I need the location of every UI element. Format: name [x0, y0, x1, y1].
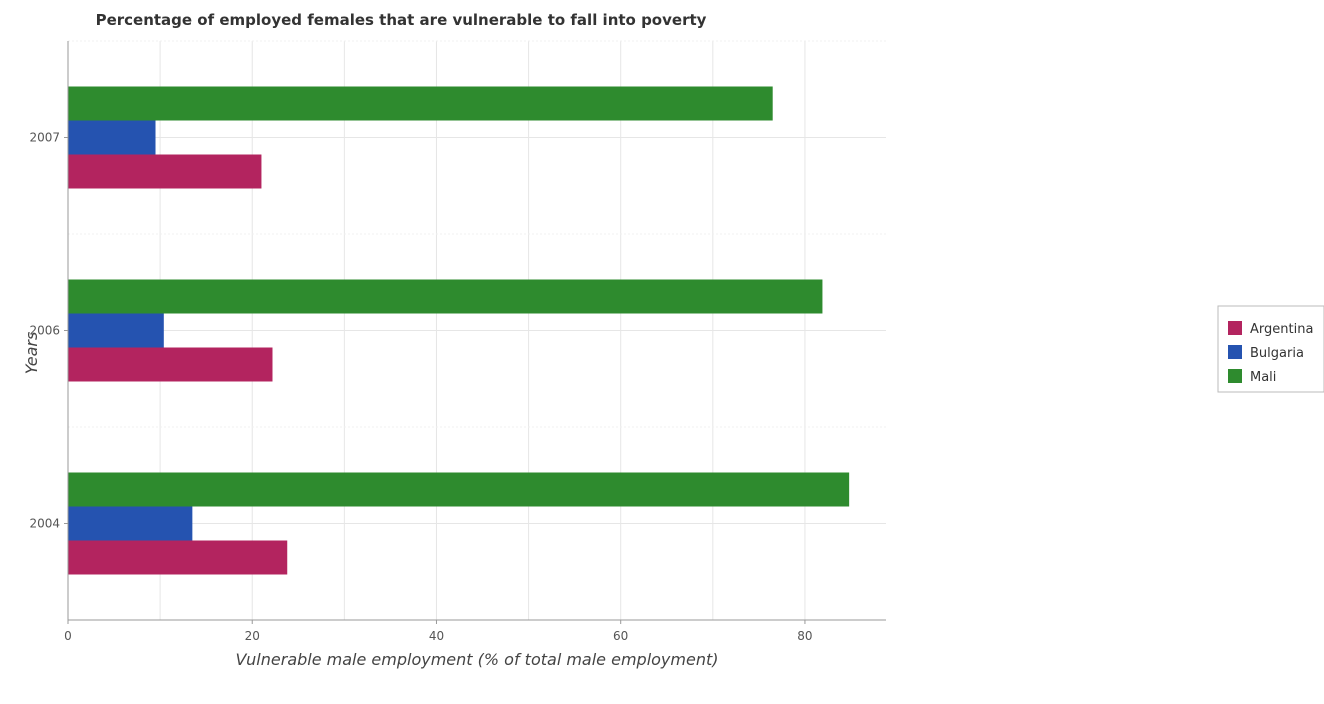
x-tick-label: 80 — [797, 629, 812, 643]
bar-bulgaria-2004 — [68, 506, 193, 541]
legend-swatch-argentina — [1228, 321, 1242, 335]
legend-label-mali: Mali — [1250, 370, 1276, 385]
axes: 0 20 40 60 80 2004 2006 2007 — [29, 41, 886, 643]
x-tick-label: 0 — [64, 629, 72, 643]
chart-title: Percentage of employed females that are … — [96, 11, 707, 29]
bar-mali-2007 — [68, 86, 773, 121]
bars — [68, 86, 850, 575]
legend-swatch-mali — [1228, 369, 1242, 383]
legend-label-bulgaria: Bulgaria — [1250, 346, 1304, 361]
x-tick-label: 40 — [429, 629, 444, 643]
legend-swatch-bulgaria — [1228, 345, 1242, 359]
legend: Argentina Bulgaria Mali — [1217, 305, 1324, 393]
bar-mali-2006 — [68, 279, 823, 314]
x-tick-label: 20 — [245, 629, 260, 643]
y-tick-label: 2004 — [29, 517, 60, 531]
x-tick-label: 60 — [613, 629, 628, 643]
bar-bulgaria-2007 — [68, 120, 156, 155]
x-axis-label: Vulnerable male employment (% of total m… — [236, 650, 719, 669]
bar-bulgaria-2006 — [68, 313, 164, 348]
bar-argentina-2006 — [68, 347, 273, 382]
legend-label-argentina: Argentina — [1250, 322, 1313, 337]
bar-argentina-2007 — [68, 154, 262, 189]
bar-argentina-2004 — [68, 540, 288, 575]
y-axis-label: Years — [22, 332, 41, 375]
y-tick-label: 2006 — [29, 324, 60, 338]
bar-mali-2004 — [68, 472, 850, 507]
y-tick-label: 2007 — [29, 131, 60, 145]
